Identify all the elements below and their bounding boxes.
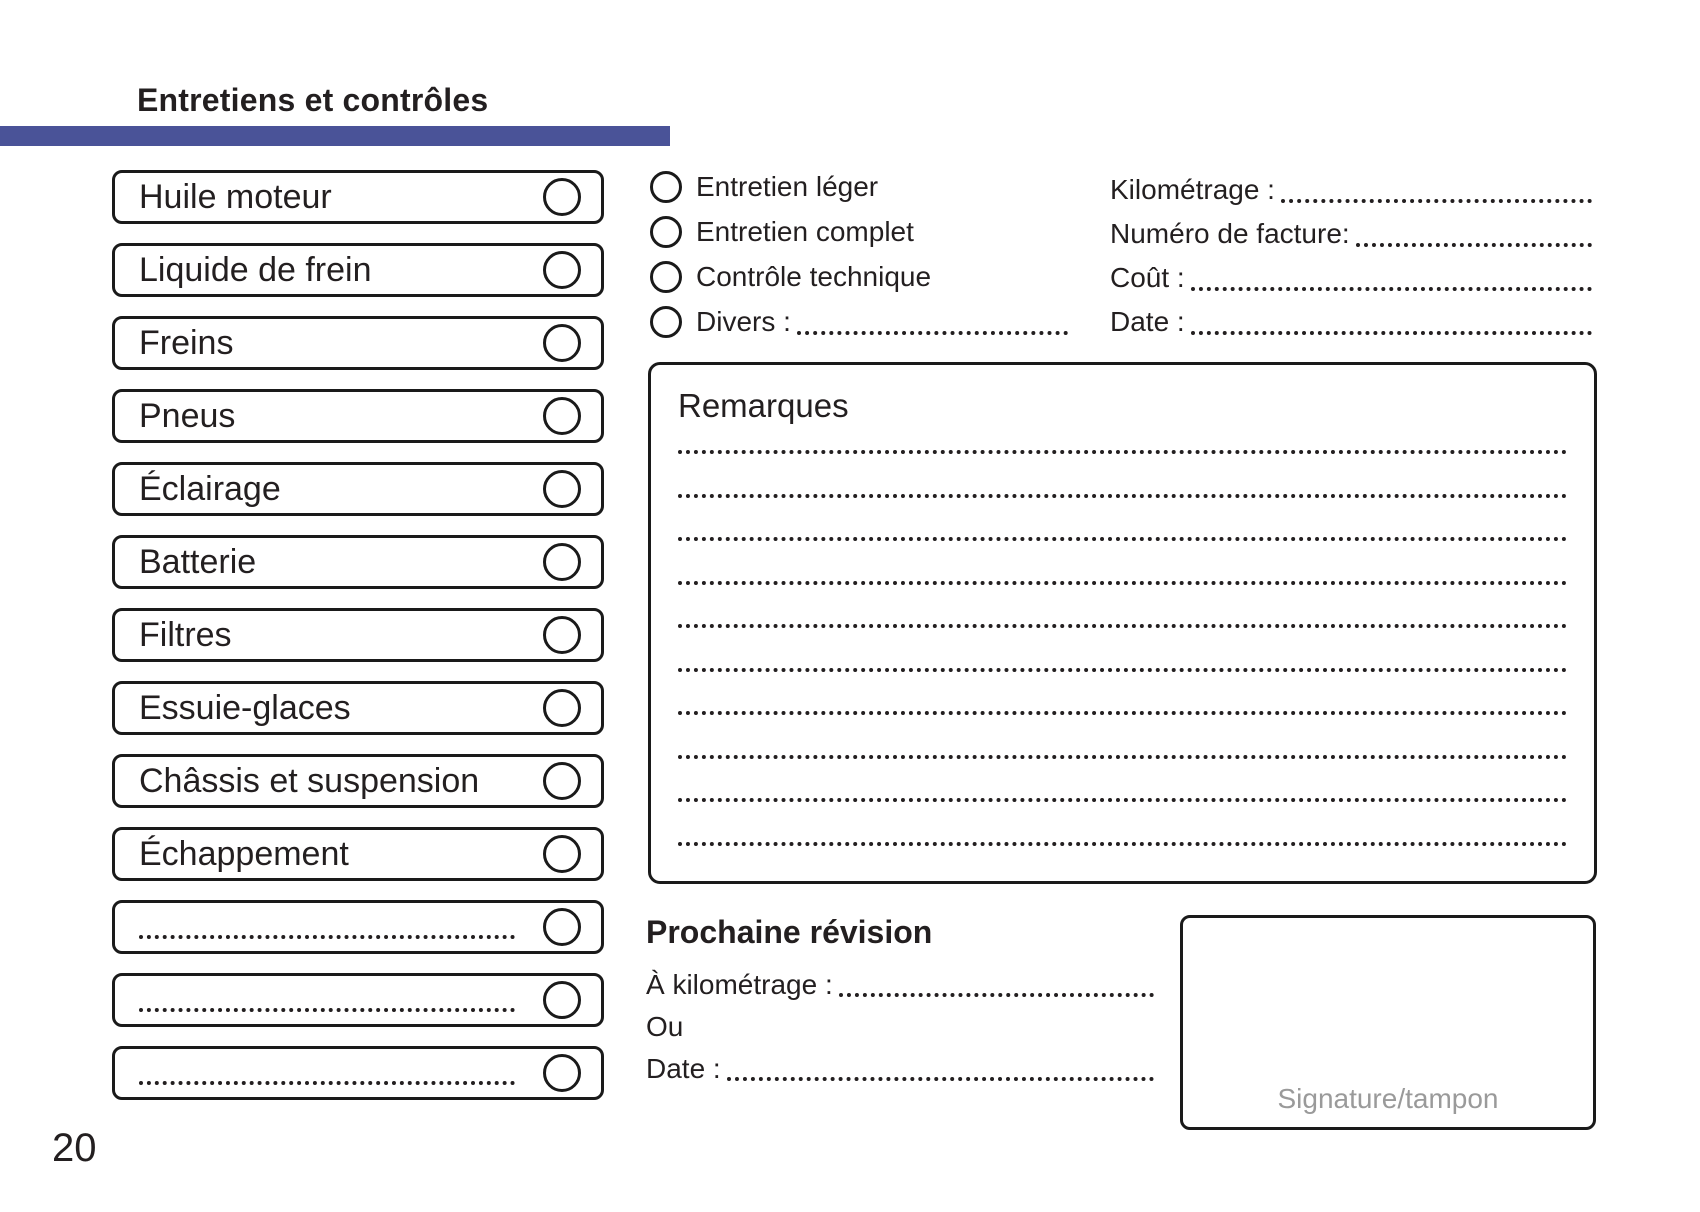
page-title: Entretiens et contrôles <box>137 82 489 118</box>
next-service-label: Ou <box>646 1011 684 1042</box>
service-type-option: Contrôle technique <box>650 254 1068 299</box>
checklist-item-label: Huile moteur <box>139 177 332 216</box>
radio-circle <box>650 170 682 203</box>
remark-line <box>678 537 1567 541</box>
invoice-field-label: Kilométrage : <box>1110 174 1275 205</box>
service-type-option: Entretien léger <box>650 164 1068 209</box>
next-service-rows: À kilométrage : Ou Date : <box>646 964 1154 1090</box>
service-type-label: Divers : <box>696 305 791 337</box>
invoice-field-row: Date : <box>1110 300 1592 344</box>
checklist-item <box>112 1046 604 1100</box>
checklist-item: Châssis et suspension <box>112 754 604 808</box>
service-type-option: Divers : <box>650 299 1068 344</box>
dotted-leader <box>796 331 1068 335</box>
check-circle <box>543 689 581 727</box>
check-circle <box>543 251 581 289</box>
dotted-leader <box>1190 287 1592 291</box>
check-circle <box>543 470 581 508</box>
invoice-field-row: Coût : <box>1110 256 1592 300</box>
checklist-item-label: Liquide de frein <box>139 250 372 289</box>
checklist-item: Batterie <box>112 535 604 589</box>
checklist-item: Freins <box>112 316 604 370</box>
dotted-leader <box>838 993 1154 997</box>
maintenance-checklist: Huile moteur Liquide de frein Freins Pne… <box>112 170 604 1119</box>
radio-circle <box>650 305 682 338</box>
check-circle <box>543 981 581 1019</box>
blank-dotted-label <box>139 935 515 939</box>
next-service-title: Prochaine révision <box>646 914 933 950</box>
remark-line <box>678 754 1567 759</box>
check-circle <box>543 543 581 581</box>
checklist-item-label: Freins <box>139 323 234 362</box>
checklist-item <box>112 973 604 1027</box>
checklist-item-label: Éclairage <box>139 469 281 508</box>
remark-line <box>678 711 1567 715</box>
invoice-field-label: Date : <box>1110 306 1185 337</box>
signature-box: Signature/tampon <box>1180 915 1596 1130</box>
next-service-row: Date : <box>646 1048 1154 1090</box>
checklist-item-label: Échappement <box>139 834 349 873</box>
invoice-field-label: Coût : <box>1110 262 1185 293</box>
blank-dotted-label <box>139 1081 515 1085</box>
checklist-item: Pneus <box>112 389 604 443</box>
checklist-item: Échappement <box>112 827 604 881</box>
checklist-item-label: Châssis et suspension <box>139 761 480 800</box>
check-circle <box>543 1054 581 1092</box>
checklist-item-label: Essuie-glaces <box>139 688 351 727</box>
dotted-leader <box>726 1077 1154 1081</box>
check-circle <box>543 178 581 216</box>
next-service-row: À kilométrage : <box>646 964 1154 1006</box>
remarks-title: Remarques <box>678 387 849 424</box>
remark-line <box>678 667 1567 672</box>
remark-line <box>678 580 1567 585</box>
service-type-label: Entretien léger <box>696 170 879 202</box>
checklist-item-label: Pneus <box>139 396 236 435</box>
dotted-leader <box>1190 331 1592 335</box>
check-circle <box>543 908 581 946</box>
check-circle <box>543 324 581 362</box>
invoice-fields: Kilométrage : Numéro de facture: Coût : … <box>1110 168 1592 344</box>
check-circle <box>543 835 581 873</box>
page-number: 20 <box>52 1126 97 1170</box>
blank-dotted-label <box>139 1008 515 1012</box>
checklist-item <box>112 900 604 954</box>
checklist-item: Essuie-glaces <box>112 681 604 735</box>
checklist-item-label: Batterie <box>139 542 257 581</box>
check-circle <box>543 616 581 654</box>
check-circle <box>543 762 581 800</box>
dotted-leader <box>1280 199 1592 203</box>
signature-label: Signature/tampon <box>1277 1083 1499 1114</box>
next-service-row: Ou <box>646 1006 1154 1048</box>
checklist-item: Filtres <box>112 608 604 662</box>
remarks-box: Remarques <box>648 362 1597 884</box>
remark-line <box>678 624 1567 628</box>
service-type-option: Entretien complet <box>650 209 1068 254</box>
dotted-leader <box>1355 243 1592 247</box>
next-service-label: À kilométrage : <box>646 969 833 1000</box>
checklist-item: Éclairage <box>112 462 604 516</box>
radio-circle <box>650 260 682 293</box>
checklist-item-label: Filtres <box>139 615 232 654</box>
next-service-label: Date : <box>646 1053 721 1084</box>
next-service-section: Prochaine révision À kilométrage : Ou Da… <box>646 912 1154 1090</box>
remark-line <box>678 798 1567 802</box>
invoice-field-row: Kilométrage : <box>1110 168 1592 212</box>
invoice-field-row: Numéro de facture: <box>1110 212 1592 256</box>
radio-circle <box>650 215 682 248</box>
service-type-options: Entretien léger Entretien complet Contrô… <box>650 164 1068 344</box>
checklist-item: Liquide de frein <box>112 243 604 297</box>
checklist-item: Huile moteur <box>112 170 604 224</box>
remark-line <box>678 493 1567 498</box>
title-underline-bar <box>0 126 670 146</box>
service-type-label: Contrôle technique <box>696 260 932 292</box>
remark-line <box>678 841 1567 846</box>
invoice-field-label: Numéro de facture: <box>1110 218 1350 249</box>
remark-line <box>678 450 1567 454</box>
check-circle <box>543 397 581 435</box>
service-type-label: Entretien complet <box>696 215 914 247</box>
